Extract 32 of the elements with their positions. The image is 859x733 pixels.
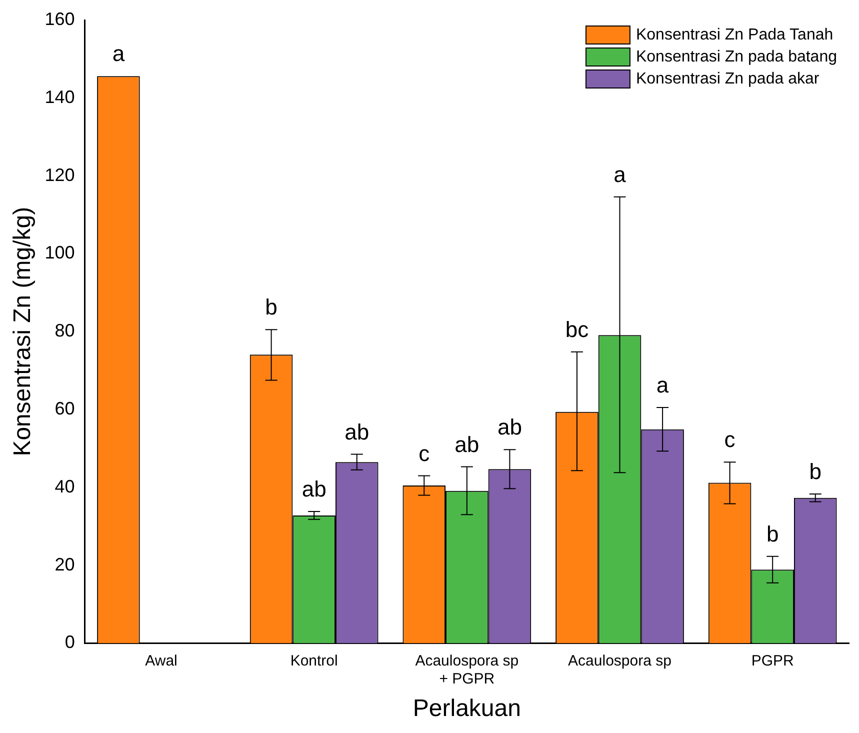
x-tick-label: Awal	[145, 652, 178, 670]
x-tick-label: Acaulospora sp	[568, 652, 672, 670]
annotation: b	[809, 459, 822, 484]
y-tick-label: 120	[44, 164, 75, 185]
y-tick-label: 140	[44, 86, 75, 107]
y-tick-label: 100	[44, 242, 75, 263]
x-tick-label: PGPR	[751, 652, 794, 670]
legend-label: Konsentrasi Zn pada akar	[636, 70, 820, 88]
y-tick-label: 80	[54, 320, 75, 341]
y-tick-label: 20	[54, 554, 75, 574]
annotation: ab	[344, 419, 370, 444]
annotation: ab	[454, 432, 480, 457]
y-tick-label: 160	[44, 8, 75, 29]
x-axis-title: Perlakuan	[412, 695, 521, 722]
annotation: c	[418, 440, 430, 466]
annotation: b	[766, 521, 779, 546]
annotation: bc	[565, 316, 589, 342]
y-tick-label: 0	[64, 632, 75, 652]
legend-label: Konsentrasi Zn Pada Tanah	[636, 26, 834, 44]
annotation: a	[614, 162, 627, 187]
annotation: ab	[497, 414, 522, 440]
x-tick-label: Acaulospora sp + PGPR	[415, 652, 519, 688]
legend-label: Konsentrasi Zn pada batang	[636, 48, 837, 66]
annotation: a	[656, 372, 670, 398]
annotation: ab	[302, 476, 326, 502]
x-tick-label: Kontrol	[290, 652, 338, 670]
annotation: a	[112, 41, 126, 66]
annotation: c	[724, 427, 736, 452]
y-tick-label: 40	[54, 476, 75, 496]
y-axis-title: Konsentrasi Zn (mg/kg)	[9, 206, 36, 456]
y-tick-label: 60	[54, 398, 75, 418]
annotation: b	[265, 294, 278, 320]
